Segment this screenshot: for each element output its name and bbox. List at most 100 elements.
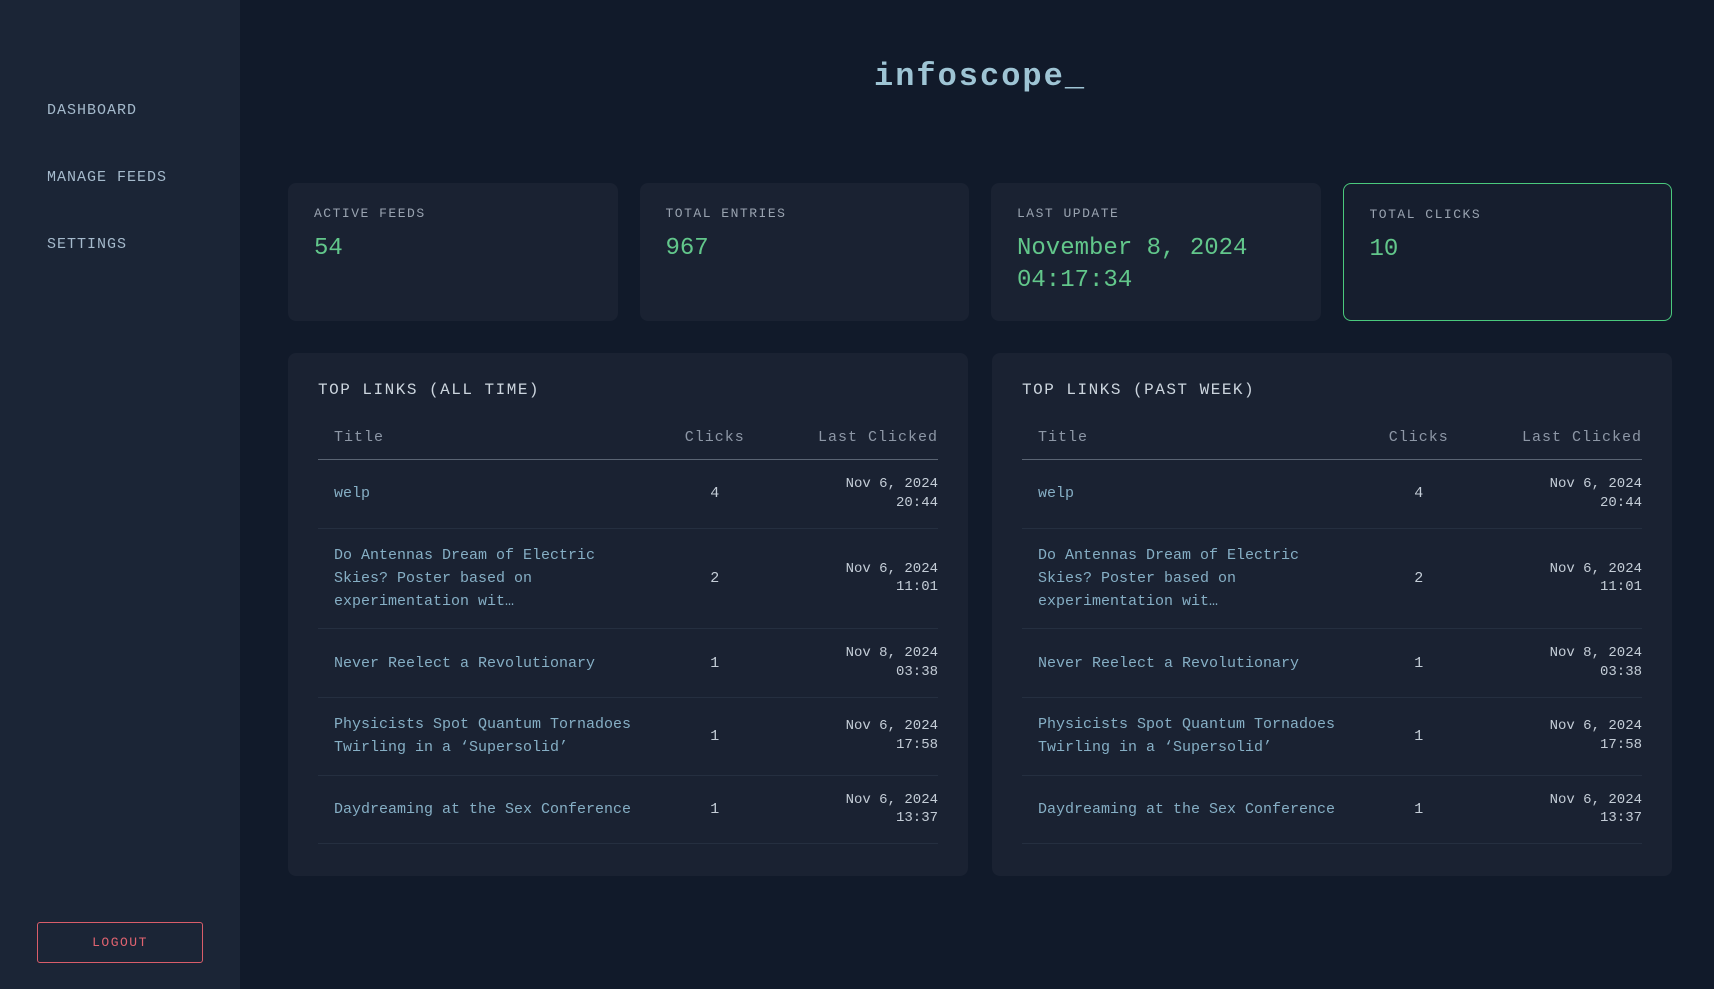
click-count: 1 — [1375, 697, 1463, 776]
stat-card-total-clicks: TOTAL CLICKS 10 — [1342, 183, 1672, 321]
click-count: 1 — [1375, 628, 1463, 699]
last-clicked-cell: Nov 6, 2024 13:37 — [1462, 775, 1642, 845]
top-links-section: TOP LINKS (ALL TIME) Title Clicks Last C… — [288, 352, 1672, 877]
last-clicked-date: Nov 6, 2024 — [845, 718, 938, 735]
last-clicked-time: 03:38 — [1599, 664, 1642, 681]
click-count: 1 — [671, 697, 759, 776]
click-count: 1 — [671, 775, 759, 845]
stat-label: TOTAL CLICKS — [1369, 207, 1482, 222]
table-row: Physicists Spot Quantum Tornadoes Twirli… — [318, 697, 938, 776]
link-title[interactable]: Do Antennas Dream of Electric Skies? Pos… — [1038, 546, 1300, 611]
link-title[interactable]: Daydreaming at the Sex Conference — [334, 800, 632, 818]
table-row: Physicists Spot Quantum Tornadoes Twirli… — [1022, 697, 1642, 776]
last-clicked-date: Nov 6, 2024 — [1549, 475, 1642, 492]
main-content: infoscope_ ACTIVE FEEDS 54 TOTAL ENTRIES… — [240, 0, 1714, 989]
column-header-clicks: Clicks — [671, 414, 759, 460]
last-clicked-time: 03:38 — [895, 664, 938, 681]
last-clicked-time: 11:01 — [895, 579, 938, 596]
link-title[interactable]: Physicists Spot Quantum Tornadoes Twirli… — [334, 716, 632, 757]
link-title[interactable]: Physicists Spot Quantum Tornadoes Twirli… — [1038, 716, 1336, 757]
stat-card-total-entries: TOTAL ENTRIES 967 — [639, 183, 969, 321]
last-clicked-time: 11:01 — [1599, 579, 1642, 596]
link-title[interactable]: Never Reelect a Revolutionary — [334, 654, 596, 672]
last-clicked-date: Nov 8, 2024 — [1549, 645, 1642, 662]
table-row: Daydreaming at the Sex Conference 1 Nov … — [1022, 775, 1642, 845]
stat-label: TOTAL ENTRIES — [665, 206, 787, 221]
top-links-table: Title Clicks Last Clicked welp 4 Nov 6, … — [1022, 414, 1642, 845]
table-row: Never Reelect a Revolutionary 1 Nov 8, 2… — [1022, 628, 1642, 699]
last-clicked-date: Nov 6, 2024 — [1549, 791, 1642, 808]
last-clicked-time: 13:37 — [1599, 810, 1642, 827]
last-clicked-time: 13:37 — [895, 810, 938, 827]
column-header-title: Title — [1022, 414, 1376, 460]
link-title-cell: Physicists Spot Quantum Tornadoes Twirli… — [318, 697, 672, 776]
link-title[interactable]: Never Reelect a Revolutionary — [1038, 654, 1300, 672]
click-count: 2 — [671, 528, 759, 630]
stat-card-last-update: LAST UPDATE November 8, 2024 04:17:34 — [991, 183, 1321, 321]
last-clicked-cell: Nov 6, 2024 17:58 — [758, 697, 938, 776]
link-title[interactable]: welp — [334, 485, 371, 503]
column-header-last-clicked: Last Clicked — [758, 414, 938, 460]
stat-card-active-feeds: ACTIVE FEEDS 54 — [288, 183, 618, 321]
top-links-all-time-panel: TOP LINKS (ALL TIME) Title Clicks Last C… — [288, 352, 968, 877]
last-clicked-cell: Nov 6, 2024 13:37 — [758, 775, 938, 845]
stat-value: 967 — [665, 235, 709, 262]
column-header-title: Title — [318, 414, 672, 460]
page-title: infoscope_ — [873, 58, 1087, 95]
top-links-table: Title Clicks Last Clicked welp 4 Nov 6, … — [318, 414, 938, 845]
column-header-last-clicked: Last Clicked — [1462, 414, 1642, 460]
link-title-cell: Physicists Spot Quantum Tornadoes Twirli… — [1022, 697, 1376, 776]
table-row: Do Antennas Dream of Electric Skies? Pos… — [318, 528, 938, 630]
top-links-past-week-panel: TOP LINKS (PAST WEEK) Title Clicks Last … — [992, 352, 1672, 877]
last-clicked-cell: Nov 8, 2024 03:38 — [1462, 628, 1642, 699]
last-clicked-time: 20:44 — [895, 494, 938, 511]
link-title[interactable]: welp — [1038, 485, 1075, 503]
link-title-cell: welp — [1022, 459, 1376, 529]
stats-row: ACTIVE FEEDS 54 TOTAL ENTRIES 967 LAST U… — [288, 183, 1672, 321]
click-count: 2 — [1375, 528, 1463, 630]
table-row: Do Antennas Dream of Electric Skies? Pos… — [1022, 528, 1642, 630]
last-clicked-time: 20:44 — [1599, 494, 1642, 511]
link-title[interactable]: Daydreaming at the Sex Conference — [1038, 800, 1336, 818]
panel-title: TOP LINKS (ALL TIME) — [318, 380, 541, 399]
last-clicked-date: Nov 6, 2024 — [845, 791, 938, 808]
click-count: 4 — [671, 459, 759, 529]
table-row: Never Reelect a Revolutionary 1 Nov 8, 2… — [318, 628, 938, 699]
panel-title: TOP LINKS (PAST WEEK) — [1022, 380, 1256, 399]
sidebar-item-settings[interactable]: SETTINGS — [47, 236, 128, 253]
stat-label: LAST UPDATE — [1017, 206, 1120, 221]
last-clicked-date: Nov 6, 2024 — [1549, 560, 1642, 577]
last-clicked-cell: Nov 6, 2024 20:44 — [1462, 459, 1642, 529]
link-title-cell: Do Antennas Dream of Electric Skies? Pos… — [1022, 528, 1376, 630]
last-clicked-cell: Nov 6, 2024 17:58 — [1462, 697, 1642, 776]
last-clicked-date: Nov 8, 2024 — [845, 645, 938, 662]
link-title-cell: Daydreaming at the Sex Conference — [1022, 775, 1376, 845]
link-title-cell: welp — [318, 459, 672, 529]
last-clicked-time: 17:58 — [1599, 737, 1642, 754]
last-clicked-cell: Nov 8, 2024 03:38 — [758, 628, 938, 699]
table-row: welp 4 Nov 6, 2024 20:44 — [318, 459, 938, 529]
click-count: 1 — [671, 628, 759, 699]
stat-value: 10 — [1369, 236, 1399, 263]
link-title-cell: Do Antennas Dream of Electric Skies? Pos… — [318, 528, 672, 630]
last-clicked-cell: Nov 6, 2024 11:01 — [758, 528, 938, 630]
sidebar: DASHBOARD MANAGE FEEDS SETTINGS LOGOUT — [0, 0, 240, 989]
stat-value: 54 — [314, 235, 343, 262]
sidebar-item-manage-feeds[interactable]: MANAGE FEEDS — [47, 169, 168, 186]
click-count: 4 — [1375, 459, 1463, 529]
table-row: Daydreaming at the Sex Conference 1 Nov … — [318, 775, 938, 845]
last-clicked-cell: Nov 6, 2024 11:01 — [1462, 528, 1642, 630]
last-clicked-date: Nov 6, 2024 — [845, 560, 938, 577]
table-row: welp 4 Nov 6, 2024 20:44 — [1022, 459, 1642, 529]
last-clicked-time: 17:58 — [895, 737, 938, 754]
column-header-clicks: Clicks — [1375, 414, 1463, 460]
stat-value: November 8, 2024 04:17:34 — [1017, 235, 1248, 295]
sidebar-item-dashboard[interactable]: DASHBOARD — [47, 102, 138, 119]
link-title-cell: Never Reelect a Revolutionary — [318, 628, 672, 699]
last-clicked-cell: Nov 6, 2024 20:44 — [758, 459, 938, 529]
logout-button[interactable]: LOGOUT — [37, 922, 203, 963]
link-title-cell: Never Reelect a Revolutionary — [1022, 628, 1376, 699]
link-title[interactable]: Do Antennas Dream of Electric Skies? Pos… — [334, 546, 596, 611]
stat-label: ACTIVE FEEDS — [314, 206, 426, 221]
click-count: 1 — [1375, 775, 1463, 845]
